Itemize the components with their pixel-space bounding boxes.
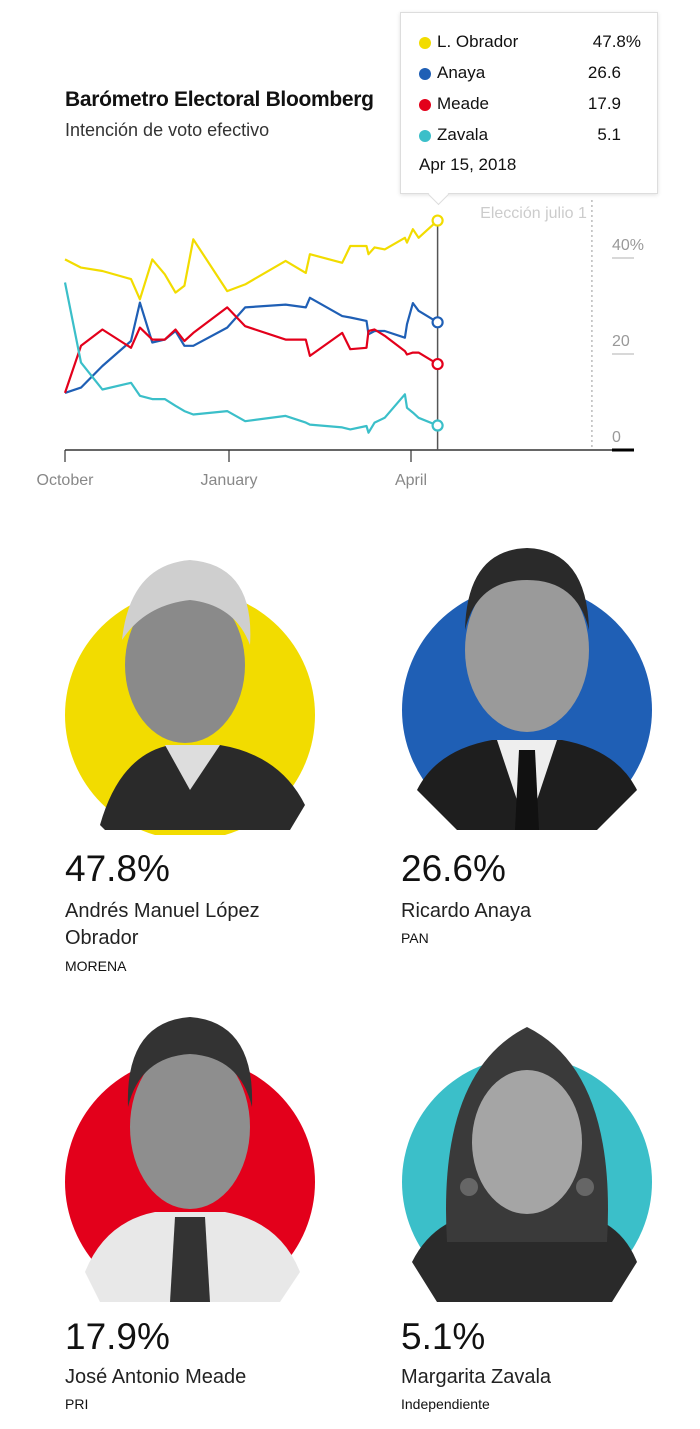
hover-marker bbox=[431, 419, 444, 432]
legend-dot-icon bbox=[419, 68, 431, 80]
legend-dot-icon bbox=[419, 99, 431, 111]
chart-subtitle: Intención de voto efectivo bbox=[65, 120, 270, 140]
chart-tooltip: L. Obrador 47.8% Anaya 26.6 Meade 17.9 Z… bbox=[400, 12, 658, 194]
candidate-name: José Antonio Meade bbox=[65, 1366, 247, 1388]
candidate-photo bbox=[65, 1017, 315, 1302]
tooltip-name: Anaya bbox=[437, 63, 486, 82]
candidate-name: Margarita Zavala bbox=[401, 1366, 552, 1388]
candidate-party: MORENA bbox=[65, 958, 127, 974]
y-tick-label: 0 bbox=[612, 429, 621, 446]
x-tick-label: April bbox=[395, 472, 427, 489]
series-line-meade bbox=[63, 306, 439, 394]
tooltip-row-zavala: Zavala 5.1 bbox=[419, 124, 641, 148]
tooltip-name: Zavala bbox=[437, 125, 489, 144]
line-chart[interactable]: October January April 40% 20 0 Elección julio … bbox=[0, 0, 700, 500]
tooltip-name: Meade bbox=[437, 94, 489, 113]
y-tick-label: 40% bbox=[612, 237, 644, 254]
y-tick-label: 20 bbox=[612, 333, 630, 350]
series-line-anaya bbox=[64, 296, 439, 394]
candidate-name: Ricardo Anaya bbox=[401, 900, 532, 922]
tooltip-date: Apr 15, 2018 bbox=[419, 155, 517, 174]
chart-title: Barómetro Electoral Bloomberg bbox=[65, 88, 374, 111]
candidate-photo bbox=[65, 560, 315, 835]
candidate-percent: 5.1% bbox=[401, 1316, 486, 1357]
legend-dot-icon bbox=[419, 37, 431, 49]
candidate-percent: 17.9% bbox=[65, 1316, 170, 1357]
tooltip-value: 17.9 bbox=[587, 94, 621, 113]
tooltip-value: 47.8% bbox=[592, 32, 641, 51]
legend-dot-icon bbox=[419, 130, 431, 142]
hover-marker bbox=[431, 357, 444, 371]
hover-marker bbox=[431, 316, 444, 329]
candidate-percent: 47.8% bbox=[65, 848, 170, 889]
candidate-party: PRI bbox=[65, 1396, 89, 1412]
tooltip-row-obrador: L. Obrador 47.8% bbox=[419, 31, 641, 55]
tooltip-row-anaya: Anaya 26.6 bbox=[419, 62, 641, 86]
candidate-party: Independiente bbox=[401, 1396, 490, 1412]
hover-marker bbox=[431, 214, 444, 227]
series-line-l-obrador bbox=[64, 219, 439, 301]
tooltip-value: 26.6 bbox=[587, 63, 621, 82]
series-line-zavala bbox=[63, 282, 439, 434]
x-tick-label: January bbox=[201, 472, 258, 489]
candidate-party: PAN bbox=[401, 930, 429, 946]
candidate-photo bbox=[402, 548, 652, 830]
candidate-percent: 26.6% bbox=[401, 848, 506, 889]
tooltip-row-meade: Meade 17.9 bbox=[419, 93, 641, 117]
candidate-photo bbox=[402, 1027, 652, 1302]
x-tick-label: October bbox=[37, 472, 95, 489]
candidate-name: Andrés Manuel López Obrador bbox=[65, 900, 260, 949]
tooltip-name: L. Obrador bbox=[437, 32, 519, 51]
election-annotation: Elección julio 1 bbox=[480, 205, 587, 222]
tooltip-value: 5.1 bbox=[597, 125, 621, 144]
